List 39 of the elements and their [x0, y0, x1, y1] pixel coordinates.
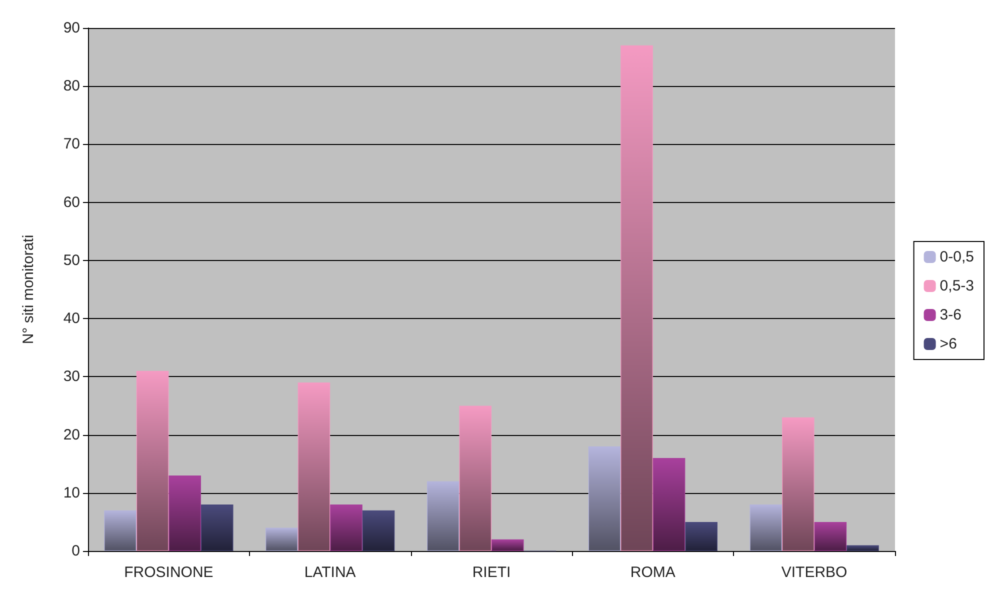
- y-tick-label: 40: [63, 310, 80, 328]
- y-tick-label: 50: [63, 252, 80, 269]
- x-tick-label: FROSINONE: [124, 564, 214, 581]
- bar: [330, 504, 362, 551]
- bar: [620, 45, 653, 551]
- bar: [588, 446, 621, 551]
- bar: [652, 458, 686, 551]
- x-tick-label: RIETI: [472, 564, 511, 581]
- y-tick-label: 90: [63, 20, 80, 36]
- bar: [136, 370, 169, 551]
- bar: [492, 539, 524, 551]
- bar: [750, 504, 782, 551]
- y-tick-label: 60: [63, 194, 80, 211]
- y-tick-label: 30: [63, 368, 80, 386]
- bar: [200, 504, 234, 551]
- bar: [459, 406, 492, 551]
- bar: [685, 522, 718, 551]
- bar: [846, 545, 879, 551]
- x-tick-label: ROMA: [630, 564, 676, 581]
- x-tick-label: LATINA: [304, 564, 356, 581]
- bar: [814, 522, 847, 551]
- bar: [426, 481, 460, 551]
- y-tick-label: 80: [63, 78, 80, 95]
- bar: [362, 510, 395, 551]
- legend-label: >6: [940, 336, 957, 352]
- bar: [104, 510, 136, 551]
- bar: [266, 528, 298, 551]
- x-tick-label: VITERBO: [781, 564, 848, 581]
- bar: [168, 475, 201, 551]
- y-tick-label: 10: [63, 484, 80, 502]
- legend-label: 3-6: [940, 306, 962, 324]
- bar: [782, 417, 814, 551]
- bar: [298, 382, 330, 551]
- legend-label: 0,5-3: [940, 278, 974, 294]
- y-axis-title: N° siti monitorati: [20, 234, 37, 344]
- legend-label: 0-0,5: [940, 248, 974, 266]
- y-tick-label: 70: [63, 136, 80, 153]
- y-tick-label: 20: [63, 426, 80, 444]
- y-tick-label: 0: [72, 542, 80, 560]
